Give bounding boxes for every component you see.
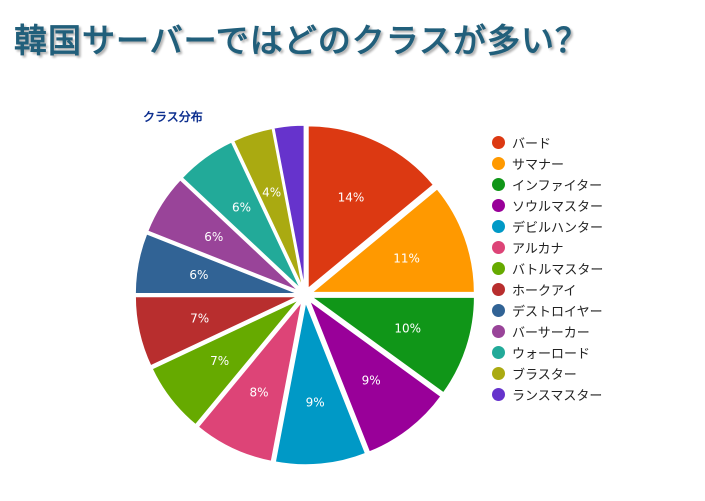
pie-slice-9 [134, 232, 299, 295]
pie-slice-3 [309, 296, 476, 395]
legend-swatch [492, 157, 505, 170]
legend-label: バード [512, 137, 552, 152]
legend-item-13: ランスマスター [492, 384, 603, 405]
legend-swatch [492, 220, 505, 233]
page-title: 韓国サーバーではどのクラスが多い？ [14, 21, 590, 60]
legend-item-12: ブラスター [492, 363, 603, 384]
pie-slice-label-9: 6% [189, 268, 208, 282]
chart-legend: バードサマナーインファイター ソウルマスター デビルハンター アルカナバトルマスターホ… [492, 132, 603, 405]
pie-slice-label-8: 7% [190, 312, 209, 326]
legend-swatch [492, 346, 505, 359]
legend-swatch [492, 136, 505, 149]
pie-slice-label-4: 9% [362, 373, 381, 387]
legend-swatch [492, 325, 505, 338]
legend-label: ウォーロード [512, 347, 591, 362]
pie-slice-label-7: 7% [210, 354, 229, 368]
legend-swatch [492, 388, 505, 401]
legend-swatch [492, 262, 505, 275]
chart-title: クラス分布 [143, 110, 203, 124]
legend-item-4: ソウルマスター [492, 195, 603, 216]
legend-label: バーサーカー [512, 326, 590, 341]
legend-item-6: アルカナ [492, 237, 603, 258]
legend-label: ブラスター [512, 368, 577, 383]
pie-slice-label-1: 14% [338, 190, 365, 204]
legend-item-7: バトルマスター [492, 258, 603, 279]
legend-item-3: インファイター [492, 174, 603, 195]
legend-swatch [492, 199, 505, 212]
legend-label: サマナー [512, 158, 565, 173]
legend-label: デストロイヤー [512, 305, 603, 320]
pie-slice-6 [197, 300, 303, 463]
legend-swatch [492, 283, 505, 296]
legend-swatch [492, 178, 505, 191]
pie-slice-label-12: 4% [262, 185, 281, 199]
legend-label: バトルマスター [512, 263, 604, 278]
legend-swatch [492, 241, 505, 254]
legend-item-8: ホークアイ [492, 279, 603, 300]
pie-slice-7 [150, 298, 301, 426]
legend-item-2: サマナー [492, 153, 603, 174]
pie-slice-label-11: 6% [232, 201, 251, 215]
pie-slice-11 [181, 140, 302, 290]
legend-label: アルカナ [512, 242, 564, 257]
legend-label: インファイター [512, 179, 603, 194]
pie-slice-label-5: 9% [306, 396, 325, 410]
pie-slice-12 [232, 127, 304, 289]
legend-swatch [492, 304, 505, 317]
pie-slice-label-6: 8% [249, 386, 268, 400]
pie-slice-8 [134, 295, 299, 367]
pie-slice-1 [307, 124, 435, 291]
pie-slice-5 [274, 299, 367, 466]
legend-label: ソウルマスター [512, 200, 604, 215]
legend-item-1: バード [492, 132, 603, 153]
legend-label: デビルハンター [512, 221, 604, 236]
pie-slice-label-2: 11% [393, 251, 420, 265]
pie-slice-label-10: 6% [204, 230, 223, 244]
legend-item-9: デストロイヤー [492, 300, 603, 321]
pie-slice-label-3: 10% [394, 321, 421, 335]
pie-slice-13 [272, 124, 306, 289]
pie-slice-4 [307, 298, 443, 454]
legend-label: ホークアイ [512, 284, 577, 299]
legend-label: ランスマスター [512, 389, 603, 404]
legend-item-5: デビルハンター [492, 216, 603, 237]
pie-slice-2 [309, 187, 476, 294]
pie-slice-10 [146, 178, 300, 292]
legend-item-10: バーサーカー [492, 321, 603, 342]
legend-item-11: ウォーロード [492, 342, 603, 363]
legend-swatch [492, 367, 505, 380]
